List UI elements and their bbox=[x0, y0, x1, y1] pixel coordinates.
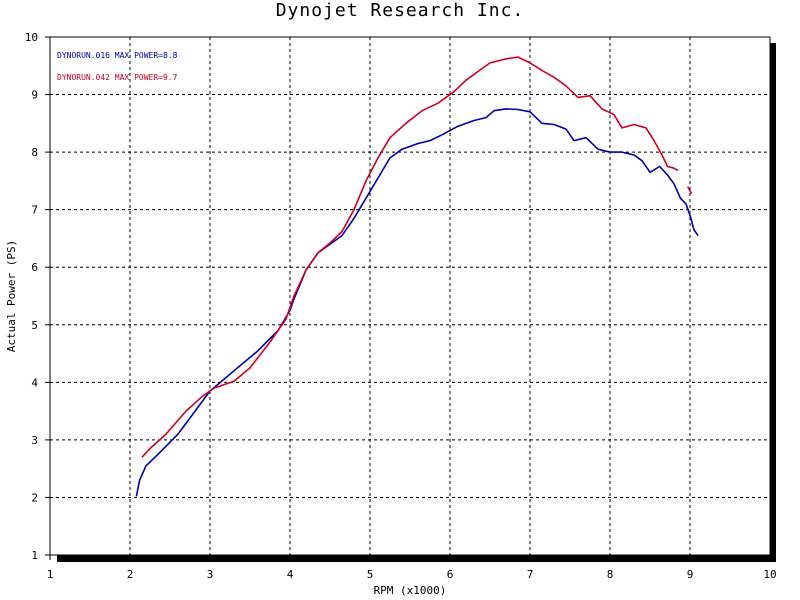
x-tick-label: 6 bbox=[447, 568, 454, 581]
x-tick-label: 3 bbox=[207, 568, 214, 581]
y-tick-label: 7 bbox=[31, 204, 38, 217]
x-tick-label: 2 bbox=[127, 568, 134, 581]
x-tick-label: 9 bbox=[687, 568, 694, 581]
y-tick-label: 5 bbox=[31, 319, 38, 332]
x-tick-label: 10 bbox=[763, 568, 776, 581]
x-tick-label: 1 bbox=[47, 568, 54, 581]
legend-entry-2: DYNORUN.042 MAX POWER=9.7 bbox=[57, 73, 178, 82]
y-tick-label: 9 bbox=[31, 89, 38, 102]
x-tick-label: 4 bbox=[287, 568, 294, 581]
series-line-3 bbox=[686, 186, 693, 194]
x-tick-label: 8 bbox=[607, 568, 614, 581]
x-tick-label: 7 bbox=[527, 568, 534, 581]
plot-shadow-right bbox=[770, 43, 776, 562]
y-tick-label: 3 bbox=[31, 434, 38, 447]
plot-area bbox=[49, 36, 771, 556]
legend: DYNORUN.016 MAX POWER=8.8 DYNORUN.042 MAX… bbox=[57, 51, 178, 82]
y-tick-label: 1 bbox=[31, 549, 38, 562]
x-tick-label: 5 bbox=[367, 568, 374, 581]
y-axis-label: Actual Power (PS) bbox=[5, 240, 18, 353]
y-tick-label: 6 bbox=[31, 261, 38, 274]
x-axis-label: RPM (x1000) bbox=[374, 584, 447, 597]
y-tick-label: 2 bbox=[31, 491, 38, 504]
tick-label-layer: 1 2 3 4 5 6 7 8 9 10 1 2 3 4 5 6 7 8 9 10 bbox=[25, 31, 777, 581]
y-tick-label: 8 bbox=[31, 146, 38, 159]
series-line-2 bbox=[141, 56, 679, 458]
plot-shadow-bottom bbox=[57, 554, 776, 562]
y-tick-label: 10 bbox=[25, 31, 38, 44]
chart-title: Dynojet Research Inc. bbox=[275, 0, 525, 21]
legend-entry-1: DYNORUN.016 MAX POWER=8.8 bbox=[57, 51, 178, 60]
y-tick-label: 4 bbox=[31, 376, 38, 389]
grid-layer bbox=[50, 37, 770, 555]
series-layer bbox=[135, 56, 699, 497]
